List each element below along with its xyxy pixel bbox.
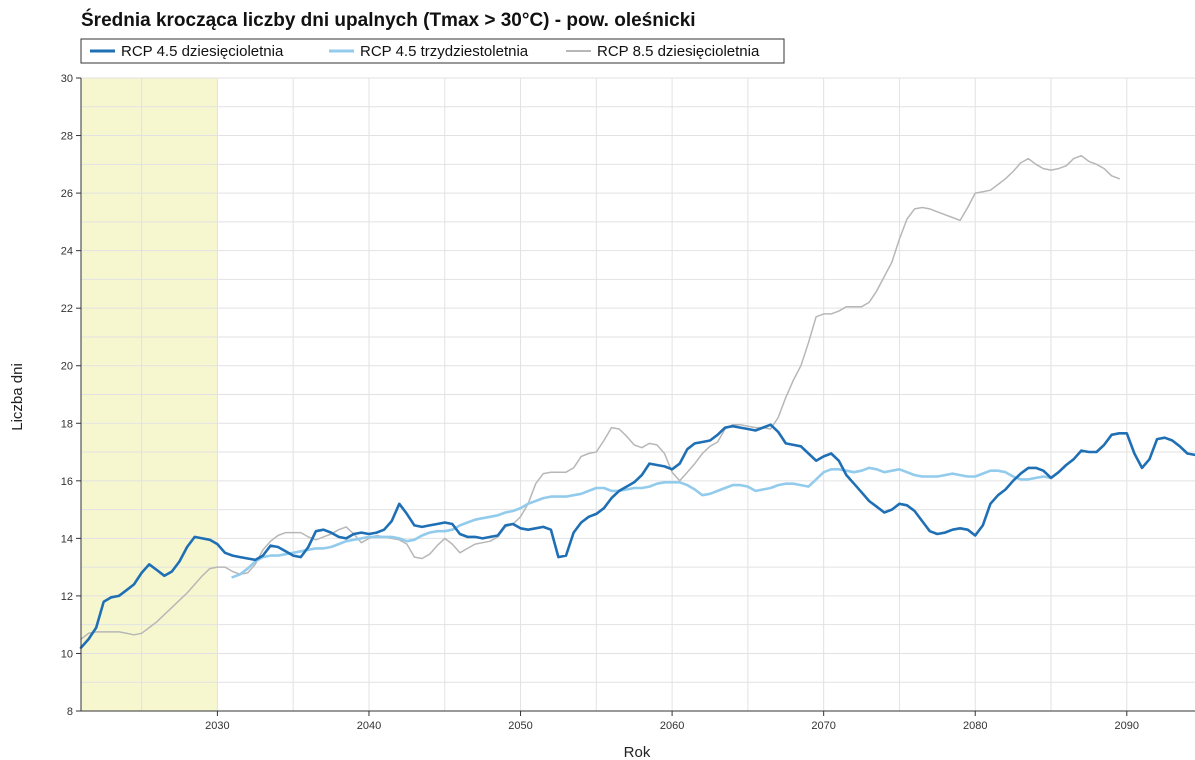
y-tick-label: 26: [61, 188, 73, 200]
y-tick-label: 28: [61, 131, 73, 143]
series-line: [79, 423, 1195, 649]
legend-items: RCP 4.5 dziesięcioletnia RCP 4.5 trzydzie…: [90, 43, 760, 60]
grid: [81, 77, 1195, 711]
legend-label: RCP 4.5 dziesięcioletnia: [121, 43, 284, 60]
y-tick-label: 8: [67, 706, 73, 718]
legend-box: [80, 38, 785, 64]
y-tick-label: 22: [61, 303, 73, 315]
y-axis-title: Liczba dni: [9, 363, 26, 431]
axes: 8 10 12 14 16 18 20 22 24 26 28 30 2030 2040 2050 2060 2…: [61, 73, 1195, 732]
x-tick-label: 2080: [963, 720, 987, 732]
series-layer: [79, 154, 1195, 649]
x-tick-label: 2050: [508, 720, 532, 732]
plot-area: 8 10 12 14 16 18 20 22 24 26 28 30 2030 2040 2050 2060 2…: [61, 73, 1195, 732]
y-tick-label: 14: [61, 533, 73, 545]
y-tick-label: 10: [61, 648, 73, 660]
y-tick-label: 16: [61, 476, 73, 488]
x-tick-label: 2060: [660, 720, 684, 732]
y-tick-label: 20: [61, 361, 73, 373]
y-tick-label: 12: [61, 591, 73, 603]
x-tick-label: 2070: [811, 720, 835, 732]
series-line: [80, 154, 1120, 640]
x-tick-label: 2090: [1115, 720, 1139, 732]
chart-title: Średnia krocząca liczby dni upalnych (Tm…: [81, 9, 696, 31]
x-axis-title: Rok: [624, 744, 651, 760]
x-tick-label: 2030: [205, 720, 229, 732]
legend: RCP 4.5 dziesięcioletnia RCP 4.5 trzydzie…: [80, 38, 785, 64]
y-tick-label: 24: [61, 246, 73, 258]
y-tick-label: 30: [61, 73, 73, 85]
x-tick-label: 2040: [357, 720, 381, 732]
series-line: [231, 466, 1053, 579]
legend-label: RCP 4.5 trzydziestoletnia: [360, 43, 529, 60]
y-tick-label: 18: [61, 418, 73, 430]
legend-label: RCP 8.5 dziesięcioletnia: [597, 43, 760, 60]
